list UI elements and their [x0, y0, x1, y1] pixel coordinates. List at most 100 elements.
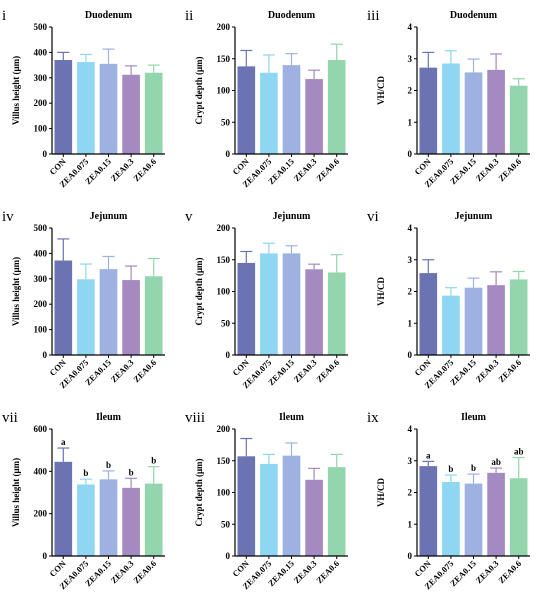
bar-ZEA0.075 [260, 72, 278, 154]
x-tick-label: ZEA0.6 [496, 558, 523, 585]
significance-label: a [426, 450, 431, 460]
panel-label: iii [367, 8, 380, 24]
x-tick-label: ZEA0.6 [131, 156, 158, 183]
y-tick-label: 400 [34, 466, 48, 476]
bar-ZEA0.15 [282, 455, 301, 556]
bar-ZEA0.075 [442, 63, 460, 155]
y-tick-label: 400 [34, 248, 48, 258]
bar-ZEA0.075 [260, 463, 278, 556]
significance-label: b [151, 456, 156, 466]
bar-ZEA0.3 [305, 79, 323, 154]
bar-ZEA0.075 [442, 482, 460, 556]
x-tick-label: ZEA0.3 [474, 156, 501, 183]
bar-ZEA0.15 [99, 269, 118, 355]
bar-ZEA0.075 [260, 253, 278, 355]
y-axis-label: Villus height (μm) [11, 257, 21, 326]
bar-ZEA0.3 [305, 269, 323, 355]
bar-ZEA0.3 [305, 479, 323, 556]
y-tick-label: 2 [408, 287, 413, 297]
panel-title: Ileum [96, 412, 122, 423]
y-tick-label: 0 [226, 551, 231, 561]
significance-label: a [61, 437, 66, 447]
significance-label: b [129, 467, 134, 477]
y-tick-label: 1 [408, 117, 413, 127]
y-tick-label: 100 [34, 325, 48, 335]
y-tick-label: 200 [217, 22, 231, 32]
y-tick-label: 200 [34, 299, 48, 309]
y-tick-label: 0 [408, 149, 413, 159]
x-tick-label: ZEA0.3 [292, 156, 319, 183]
significance-label: b [471, 463, 476, 473]
y-tick-label: 50 [221, 318, 231, 328]
x-tick-label: ZEA0.6 [314, 357, 341, 384]
x-tick-label: ZEA0.3 [292, 558, 319, 585]
x-tick-label: ZEA0.3 [109, 357, 136, 384]
y-tick-label: 400 [34, 47, 48, 57]
bar-ZEA0.6 [144, 276, 163, 355]
y-tick-label: 300 [34, 73, 48, 83]
y-tick-label: 0 [226, 350, 231, 360]
bar-CON [237, 262, 256, 355]
y-tick-label: 200 [34, 509, 48, 519]
bar-ZEA0.6 [144, 483, 163, 556]
panel-title: Ileum [461, 412, 487, 423]
y-axis-label: Villus height (μm) [11, 458, 21, 527]
y-tick-label: 200 [34, 98, 48, 108]
bar-CON [54, 60, 73, 154]
panel-label: iv [2, 209, 14, 225]
bar-ZEA0.6 [327, 60, 346, 154]
panel-label: vi [367, 209, 379, 225]
bar-CON [54, 260, 73, 355]
panel-title: Jejunum [455, 211, 493, 222]
bar-ZEA0.3 [122, 74, 140, 154]
panel-ix: ix IleumVH/CDaCONbZEA0.075bZEA0.15abZEA0.… [367, 410, 530, 591]
y-tick-label: 4 [408, 223, 413, 233]
y-tick-label: 0 [226, 149, 231, 159]
x-tick-label: ZEA0.6 [496, 357, 523, 384]
bar-CON [54, 461, 73, 556]
bar-ZEA0.075 [77, 279, 95, 355]
y-tick-label: 150 [217, 54, 231, 64]
panel-label: v [185, 209, 193, 225]
y-tick-label: 0 [43, 149, 48, 159]
significance-label: b [83, 468, 88, 478]
bar-CON [237, 456, 256, 556]
y-tick-label: 3 [408, 54, 413, 64]
y-axis-label: Villus height (μm) [11, 56, 21, 125]
y-tick-label: 4 [408, 424, 413, 434]
y-tick-label: 3 [408, 456, 413, 466]
bar-ZEA0.6 [509, 85, 528, 154]
panel-label: viii [185, 410, 205, 426]
significance-label: b [448, 464, 453, 474]
bar-CON [419, 273, 438, 355]
y-tick-label: 4 [408, 22, 413, 32]
y-tick-label: 50 [221, 519, 231, 529]
bar-ZEA0.3 [122, 487, 140, 556]
bar-ZEA0.6 [509, 279, 528, 355]
y-axis-label: Crypt depth (μm) [194, 257, 204, 325]
bar-ZEA0.15 [282, 65, 301, 154]
bar-ZEA0.3 [122, 280, 140, 355]
x-tick-label: ZEA0.6 [314, 156, 341, 183]
bar-ZEA0.15 [464, 287, 483, 355]
panel-title: Jejunum [273, 211, 311, 222]
panel-title: Ileum [279, 412, 305, 423]
x-tick-label: ZEA0.3 [292, 357, 319, 384]
bar-ZEA0.6 [327, 272, 346, 355]
y-axis-label: VH/CD [376, 76, 386, 106]
x-tick-label: ZEA0.6 [131, 558, 158, 585]
y-tick-label: 500 [34, 22, 48, 32]
bar-ZEA0.075 [442, 295, 460, 355]
bar-ZEA0.6 [327, 467, 346, 556]
bar-CON [237, 66, 256, 154]
panel-label: vii [2, 410, 18, 426]
significance-label: ab [491, 457, 501, 467]
panel-vi: vi JejunumVH/CDCONZEA0.075ZEA0.15ZEA0.3ZE… [367, 209, 530, 390]
y-tick-label: 0 [408, 551, 413, 561]
y-tick-label: 1 [408, 318, 413, 328]
y-axis-label: Crypt depth (μm) [194, 458, 204, 526]
